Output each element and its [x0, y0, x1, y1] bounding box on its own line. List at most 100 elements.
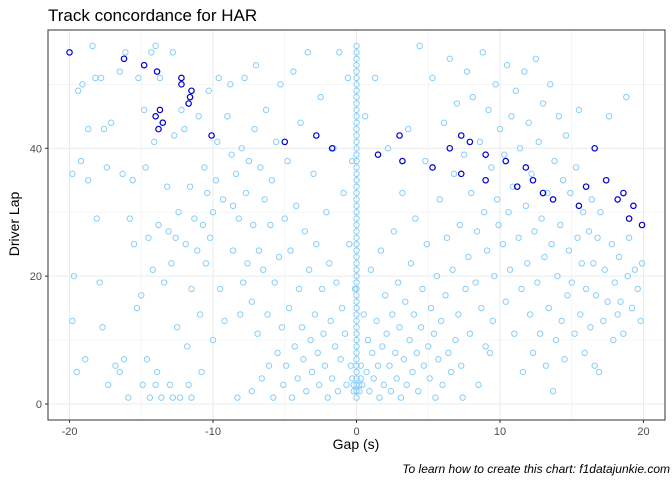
data-point [437, 317, 445, 325]
data-point [194, 247, 201, 254]
data-point [536, 330, 544, 337]
data-point [559, 177, 567, 184]
data-point [353, 298, 360, 305]
x-tick-label: 20 [637, 426, 649, 438]
data-point [600, 317, 607, 325]
data-point [353, 330, 360, 337]
data-point [601, 266, 608, 273]
data-point [310, 170, 317, 178]
data-point [369, 349, 376, 357]
data-point [219, 196, 227, 203]
data-point [353, 93, 360, 101]
data-point [524, 260, 531, 267]
data-point [353, 292, 360, 299]
data-point [578, 260, 585, 267]
data-point [353, 343, 360, 350]
data-point [284, 157, 291, 165]
data-point [581, 349, 588, 357]
data-point [564, 292, 571, 299]
data-point [353, 266, 360, 273]
data-point [390, 228, 398, 235]
data-point [288, 394, 296, 401]
highlight-point [188, 87, 195, 95]
data-point [206, 234, 214, 241]
data-point [357, 375, 365, 382]
data-point [291, 343, 298, 350]
data-point [604, 298, 611, 305]
data-point [353, 368, 360, 376]
data-point [353, 311, 360, 318]
data-point [547, 81, 554, 88]
data-point [433, 272, 441, 280]
data-point [495, 221, 502, 229]
data-point [353, 202, 360, 210]
data-point [625, 234, 633, 241]
data-point [446, 55, 453, 62]
highlight-point [502, 157, 510, 165]
data-point [353, 196, 360, 203]
x-tick-label: 10 [494, 426, 506, 438]
data-point [529, 349, 537, 357]
data-point [348, 157, 356, 165]
data-point [303, 388, 310, 395]
data-point [356, 381, 363, 389]
data-point [353, 260, 360, 267]
data-point [396, 324, 403, 331]
data-point [261, 196, 268, 203]
data-point [74, 87, 82, 94]
data-point [297, 119, 304, 126]
highlight-point [313, 132, 320, 139]
data-point [198, 368, 205, 376]
data-point [623, 93, 630, 101]
data-point [353, 279, 360, 286]
data-point [301, 228, 309, 235]
data-point [367, 266, 375, 273]
data-point [491, 272, 498, 280]
data-point [277, 81, 284, 88]
data-point [624, 272, 631, 280]
y-tick-label: 20 [30, 271, 42, 283]
highlight-point [153, 68, 161, 75]
data-point [304, 49, 311, 56]
data-point [275, 253, 283, 261]
data-point [423, 240, 431, 248]
data-point [628, 304, 636, 312]
data-point [545, 304, 552, 312]
data-point [402, 298, 409, 305]
data-point [353, 228, 360, 235]
data-point [574, 234, 581, 241]
data-point [294, 375, 301, 382]
data-point [353, 234, 360, 241]
data-point [105, 381, 112, 389]
data-point [353, 317, 360, 325]
data-point [585, 228, 593, 235]
data-point [389, 311, 396, 318]
data-point [146, 394, 154, 401]
data-point [392, 349, 399, 357]
highlight-point [140, 61, 148, 69]
data-point [298, 324, 306, 331]
highlight-point [591, 144, 598, 152]
data-point [321, 362, 329, 369]
data-point [183, 343, 191, 350]
data-point [485, 106, 492, 114]
data-point [158, 394, 165, 401]
data-point [430, 330, 438, 337]
data-point [353, 138, 360, 146]
highlight-point [482, 176, 489, 184]
data-point [212, 177, 220, 184]
data-point [387, 388, 395, 395]
x-tick-label: -10 [205, 426, 221, 438]
data-point [235, 215, 243, 222]
x-axis-title: Gap (s) [333, 436, 380, 452]
data-point [525, 119, 532, 126]
data-point [541, 253, 548, 261]
data-point [353, 356, 360, 363]
data-point [318, 285, 326, 293]
data-point [229, 247, 237, 254]
data-point [394, 279, 402, 286]
data-point [357, 362, 365, 369]
data-point [241, 74, 248, 82]
data-point [100, 125, 108, 133]
data-point [473, 228, 481, 235]
